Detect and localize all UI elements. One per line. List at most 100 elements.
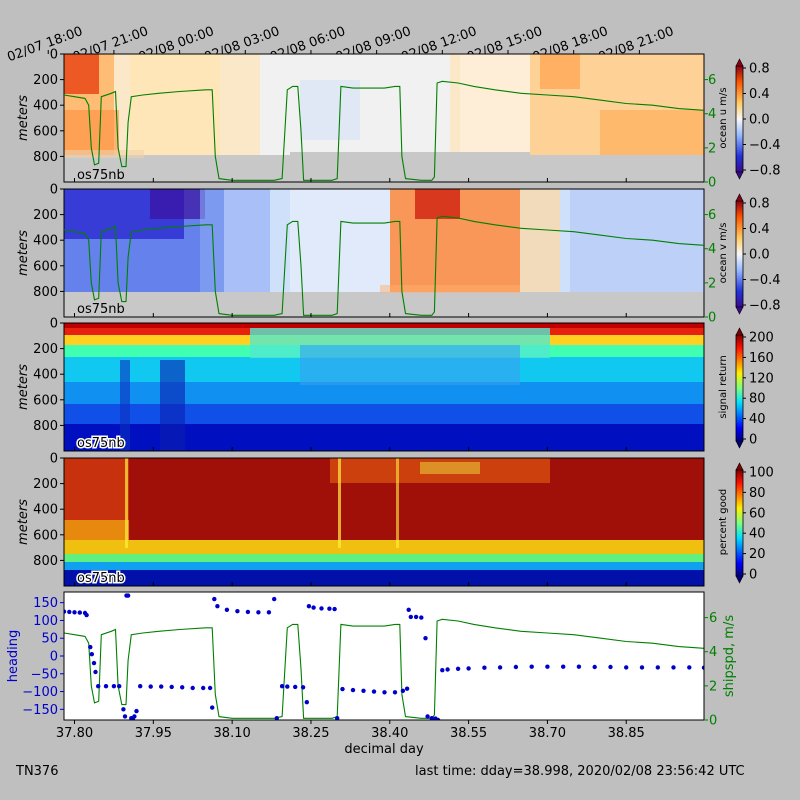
heading-point [210, 705, 215, 710]
depth-tick-label: 200 [33, 73, 58, 88]
colorbar [735, 65, 744, 173]
shipspd-tick-label: 0 [709, 714, 717, 729]
heading-point [350, 687, 356, 693]
speed-tick-label: 0 [708, 311, 716, 326]
heading-point [425, 714, 430, 719]
x-tick-label: 38.25 [292, 726, 329, 741]
heading-point [266, 610, 272, 615]
heading-point [435, 717, 441, 720]
heading-point [408, 614, 413, 620]
colorbar-tick-label: −0.8 [749, 164, 781, 179]
heading-point [445, 667, 450, 672]
heading-point [319, 606, 324, 611]
heading-point [406, 607, 411, 612]
colorbar-tick-label: 100 [749, 466, 774, 481]
depth-axis-label: meters [16, 230, 31, 276]
heading-point [671, 665, 676, 670]
colorbar-label: signal return [718, 355, 729, 418]
depth-tick-label: 400 [33, 99, 58, 114]
heading-point [687, 665, 692, 670]
speed-tick-label: 6 [708, 73, 716, 88]
heading-point [212, 596, 217, 602]
heading-point [121, 707, 126, 712]
instrument-label: os75nb [77, 436, 125, 451]
depth-tick-label: 800 [33, 285, 58, 300]
depth-tick-label: 400 [33, 368, 58, 383]
heading-point [311, 605, 316, 610]
heading-point [285, 684, 290, 689]
heading-tick-label: −150 [22, 703, 58, 718]
colorbar-extend-bottom [735, 575, 744, 584]
colorbar-extend-top [735, 327, 744, 336]
heading-tick-label: −50 [31, 667, 58, 682]
x-tick-label: 38.85 [608, 726, 645, 741]
heading-point [529, 664, 534, 669]
heading-point [117, 684, 122, 689]
depth-tick-label: 800 [33, 150, 58, 165]
heading-point [701, 665, 704, 670]
cruise-id: TN376 [16, 764, 59, 779]
instrument-label: os75nb [77, 571, 125, 586]
heading-point [224, 607, 230, 612]
heading-point [89, 652, 95, 657]
colorbar-tick-label: −0.4 [749, 273, 781, 288]
colorbar-tick-label: 0.8 [749, 62, 770, 77]
colorbar-extend-bottom [735, 171, 744, 180]
depth-tick-label: 600 [33, 124, 58, 139]
colorbar-tick-label: 0 [749, 568, 757, 583]
x-tick-label: 38.55 [450, 726, 487, 741]
colorbar-tick-label: 0.4 [749, 87, 770, 102]
colorbar-tick-label: 80 [749, 486, 766, 501]
colorbar-tick-label: 0.8 [749, 197, 770, 212]
colorbar-extend-bottom [735, 440, 744, 449]
heading-point [332, 606, 337, 612]
x-tick-label: 38.70 [529, 726, 566, 741]
heading-point [72, 610, 77, 615]
colorbar-tick-label: 0.4 [749, 222, 770, 237]
heading-point [77, 610, 83, 615]
shipspd-axis-label: shipspd, m/s [722, 615, 737, 697]
depth-tick-label: 800 [33, 419, 58, 434]
heading-point [429, 716, 434, 720]
colorbar-tick-label: −0.8 [749, 299, 781, 314]
colorbar-tick-label: 120 [749, 371, 774, 386]
heading-point [455, 666, 461, 671]
plot-area [64, 592, 704, 720]
heading-point [88, 644, 93, 650]
heading-point [419, 615, 424, 620]
instrument-label: os75nb [77, 168, 125, 183]
depth-tick-label: 200 [33, 477, 58, 492]
heading-point [545, 664, 550, 669]
depth-axis-label: meters [16, 364, 31, 410]
heading-point [304, 700, 309, 705]
depth-tick-label: 600 [33, 528, 58, 543]
heading-tick-label: 0 [50, 650, 58, 665]
heading-point [608, 664, 613, 670]
colorbar-label: ocean v m/s [718, 223, 729, 284]
heading-point [576, 664, 582, 669]
depth-tick-label: 0 [50, 48, 58, 63]
colorbar-tick-label: 0.0 [749, 113, 770, 128]
heading-point [201, 685, 206, 691]
colorbar [735, 200, 744, 308]
depth-tick-label: 0 [50, 183, 58, 198]
heading-point [190, 685, 195, 691]
x-tick-label: 37.80 [56, 726, 93, 741]
heatmap-signal-return [64, 323, 704, 451]
heading-point [440, 668, 445, 673]
heading-point [413, 614, 419, 620]
colorbar-extend-bottom [735, 306, 744, 315]
colorbar-tick-label: 0.0 [749, 248, 770, 263]
heading-point [67, 609, 72, 615]
x-axis-label: decimal day [344, 742, 424, 757]
heading-point [300, 685, 306, 690]
heading-axis-label: heading [6, 630, 21, 683]
heading-point [235, 609, 240, 614]
panel-signal-return: 0200400600800meters20016012080400signal … [16, 317, 774, 453]
instrument-label: os75nb [77, 302, 125, 317]
shipspd-line [64, 80, 704, 181]
heading-point [404, 686, 410, 691]
colorbar-tick-label: 40 [749, 527, 766, 542]
